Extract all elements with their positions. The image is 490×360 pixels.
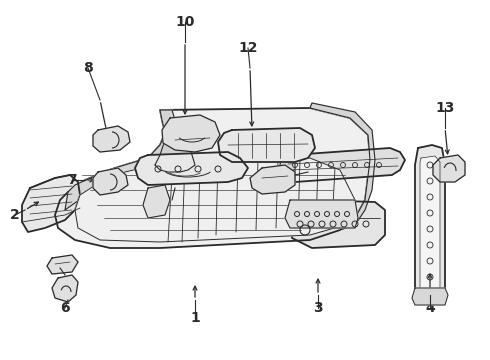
Polygon shape <box>65 158 155 210</box>
Text: 5: 5 <box>55 261 65 275</box>
Polygon shape <box>162 115 220 152</box>
Polygon shape <box>155 120 195 172</box>
Text: 8: 8 <box>83 61 93 75</box>
Text: 4: 4 <box>425 301 435 315</box>
Text: 6: 6 <box>60 301 70 315</box>
Polygon shape <box>55 108 370 248</box>
Polygon shape <box>75 133 355 242</box>
Text: 12: 12 <box>238 41 258 55</box>
Polygon shape <box>93 126 130 152</box>
Text: 2: 2 <box>10 208 20 222</box>
Text: 3: 3 <box>313 301 323 315</box>
Polygon shape <box>93 168 128 195</box>
Polygon shape <box>218 128 315 162</box>
Polygon shape <box>278 150 295 188</box>
Text: 10: 10 <box>175 15 195 29</box>
Text: 1: 1 <box>190 311 200 325</box>
Polygon shape <box>292 200 385 248</box>
Polygon shape <box>22 175 80 232</box>
Polygon shape <box>148 110 195 162</box>
Text: 13: 13 <box>435 101 455 115</box>
Polygon shape <box>415 145 445 302</box>
Polygon shape <box>135 152 248 185</box>
Polygon shape <box>143 185 170 218</box>
Polygon shape <box>433 155 465 182</box>
Polygon shape <box>47 255 78 274</box>
Polygon shape <box>285 200 358 228</box>
Polygon shape <box>310 103 375 230</box>
Polygon shape <box>412 288 448 305</box>
Text: 9: 9 <box>303 165 313 179</box>
Text: 7: 7 <box>67 173 77 187</box>
Polygon shape <box>250 165 295 194</box>
Polygon shape <box>420 156 440 294</box>
Polygon shape <box>52 275 78 302</box>
Polygon shape <box>282 148 405 182</box>
Text: 11: 11 <box>162 193 182 207</box>
